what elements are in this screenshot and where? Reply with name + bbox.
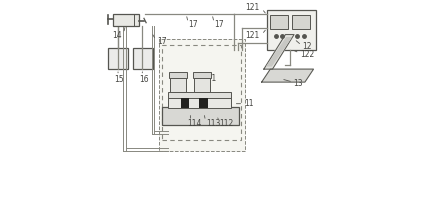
Text: 113: 113	[206, 119, 220, 128]
Polygon shape	[267, 38, 291, 66]
Text: 121: 121	[245, 3, 259, 12]
Bar	[168, 98, 232, 108]
Bar	[181, 98, 190, 108]
Bar	[162, 107, 239, 125]
Bar	[199, 98, 208, 108]
Text: 112: 112	[220, 119, 234, 128]
Polygon shape	[264, 35, 294, 69]
Polygon shape	[262, 69, 313, 82]
Text: 111: 111	[202, 74, 217, 83]
Text: 13: 13	[294, 79, 303, 88]
Text: 11: 11	[244, 99, 254, 108]
Bar	[192, 72, 211, 78]
Bar	[159, 39, 245, 151]
Text: 16: 16	[139, 75, 149, 84]
Bar	[133, 48, 153, 69]
Text: 17: 17	[214, 20, 224, 29]
Bar	[108, 48, 128, 69]
Text: 12: 12	[302, 42, 312, 51]
Bar	[170, 78, 186, 92]
Text: 122: 122	[300, 50, 314, 59]
Text: 114: 114	[187, 119, 201, 128]
Bar	[271, 15, 288, 29]
Bar	[169, 72, 187, 78]
Text: 14: 14	[113, 31, 122, 40]
Text: 17: 17	[188, 20, 198, 29]
Text: 17: 17	[157, 37, 167, 46]
Bar	[162, 45, 241, 140]
Bar	[194, 78, 210, 92]
Bar	[292, 15, 310, 29]
Bar	[267, 10, 316, 50]
Text: 121: 121	[245, 31, 259, 40]
Bar	[113, 14, 139, 26]
Text: 15: 15	[114, 75, 124, 84]
Bar	[168, 92, 232, 98]
